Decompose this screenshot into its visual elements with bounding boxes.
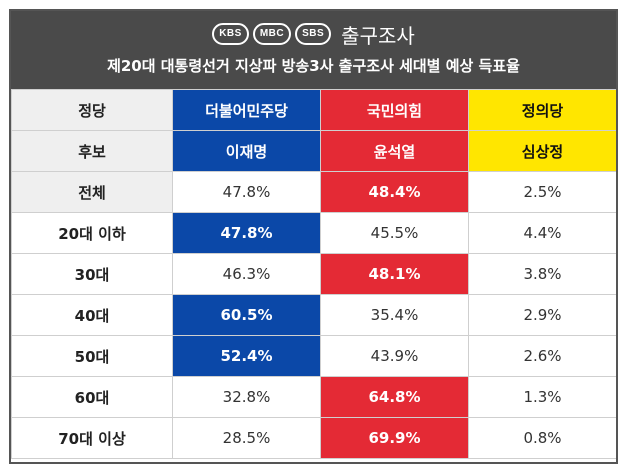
value-cell-sim: 0.8%: [468, 417, 616, 459]
table-row: 40대 60.5% 35.4% 2.9%: [11, 294, 616, 336]
value-cell-sim: 4.4%: [468, 212, 616, 254]
party-header: 정당: [11, 89, 173, 131]
value-cell-sim: 1.3%: [468, 376, 616, 418]
brand-title: 출구조사: [341, 23, 415, 48]
table-row: 전체 47.8% 48.4% 2.5%: [11, 171, 616, 213]
table-row: 30대 46.3% 48.1% 3.8%: [11, 253, 616, 295]
age-group-label: 50대: [11, 335, 173, 377]
candidate-header: 후보: [11, 130, 173, 172]
value-cell-yoon: 64.8%: [320, 376, 469, 418]
table-row: 60대 32.8% 64.8% 1.3%: [11, 376, 616, 418]
results-table: 정당 더불어민주당 국민의힘 정의당 후보 이재명 윤석열 심상정 전체 47.8…: [11, 89, 616, 459]
table-row: 70대 이상 28.5% 69.9% 0.8%: [11, 417, 616, 459]
value-cell-yoon: 45.5%: [320, 212, 469, 254]
exit-poll-card: KBS MBC SBS 출구조사 제20대 대통령선거 지상파 방송3사 출구조…: [9, 9, 618, 464]
kbs-logo: KBS: [212, 23, 249, 45]
value-cell-sim: 2.5%: [468, 171, 616, 213]
brand-row: KBS MBC SBS 출구조사: [11, 19, 616, 49]
value-cell-sim: 2.9%: [468, 294, 616, 336]
age-group-label: 60대: [11, 376, 173, 418]
age-group-label: 전체: [11, 171, 173, 213]
chart-title: 제20대 대통령선거 지상파 방송3사 출구조사 세대별 예상 득표율: [107, 57, 520, 75]
value-cell-lee: 47.8%: [172, 171, 321, 213]
candidate-row: 후보 이재명 윤석열 심상정: [11, 130, 616, 172]
value-cell-sim: 3.8%: [468, 253, 616, 295]
value-cell-lee: 46.3%: [172, 253, 321, 295]
value-cell-lee: 52.4%: [172, 335, 321, 377]
value-cell-lee: 32.8%: [172, 376, 321, 418]
party-ppp: 국민의힘: [320, 89, 469, 131]
party-row: 정당 더불어민주당 국민의힘 정의당: [11, 89, 616, 131]
age-group-label: 40대: [11, 294, 173, 336]
party-justice: 정의당: [468, 89, 616, 131]
candidate-sim: 심상정: [468, 130, 616, 172]
value-cell-yoon: 69.9%: [320, 417, 469, 459]
sbs-logo: SBS: [295, 23, 332, 45]
value-cell-yoon: 48.1%: [320, 253, 469, 295]
age-group-label: 20대 이하: [11, 212, 173, 254]
value-cell-sim: 2.6%: [468, 335, 616, 377]
value-cell-yoon: 35.4%: [320, 294, 469, 336]
value-cell-lee: 47.8%: [172, 212, 321, 254]
value-cell-lee: 60.5%: [172, 294, 321, 336]
party-democratic: 더불어민주당: [172, 89, 321, 131]
age-group-label: 70대 이상: [11, 417, 173, 459]
mbc-logo: MBC: [252, 23, 292, 45]
value-cell-yoon: 48.4%: [320, 171, 469, 213]
table-row: 50대 52.4% 43.9% 2.6%: [11, 335, 616, 377]
value-cell-lee: 28.5%: [172, 417, 321, 459]
table-row: 20대 이하 47.8% 45.5% 4.4%: [11, 212, 616, 254]
candidate-lee: 이재명: [172, 130, 321, 172]
header: KBS MBC SBS 출구조사 제20대 대통령선거 지상파 방송3사 출구조…: [11, 11, 616, 89]
candidate-yoon: 윤석열: [320, 130, 469, 172]
value-cell-yoon: 43.9%: [320, 335, 469, 377]
age-group-label: 30대: [11, 253, 173, 295]
